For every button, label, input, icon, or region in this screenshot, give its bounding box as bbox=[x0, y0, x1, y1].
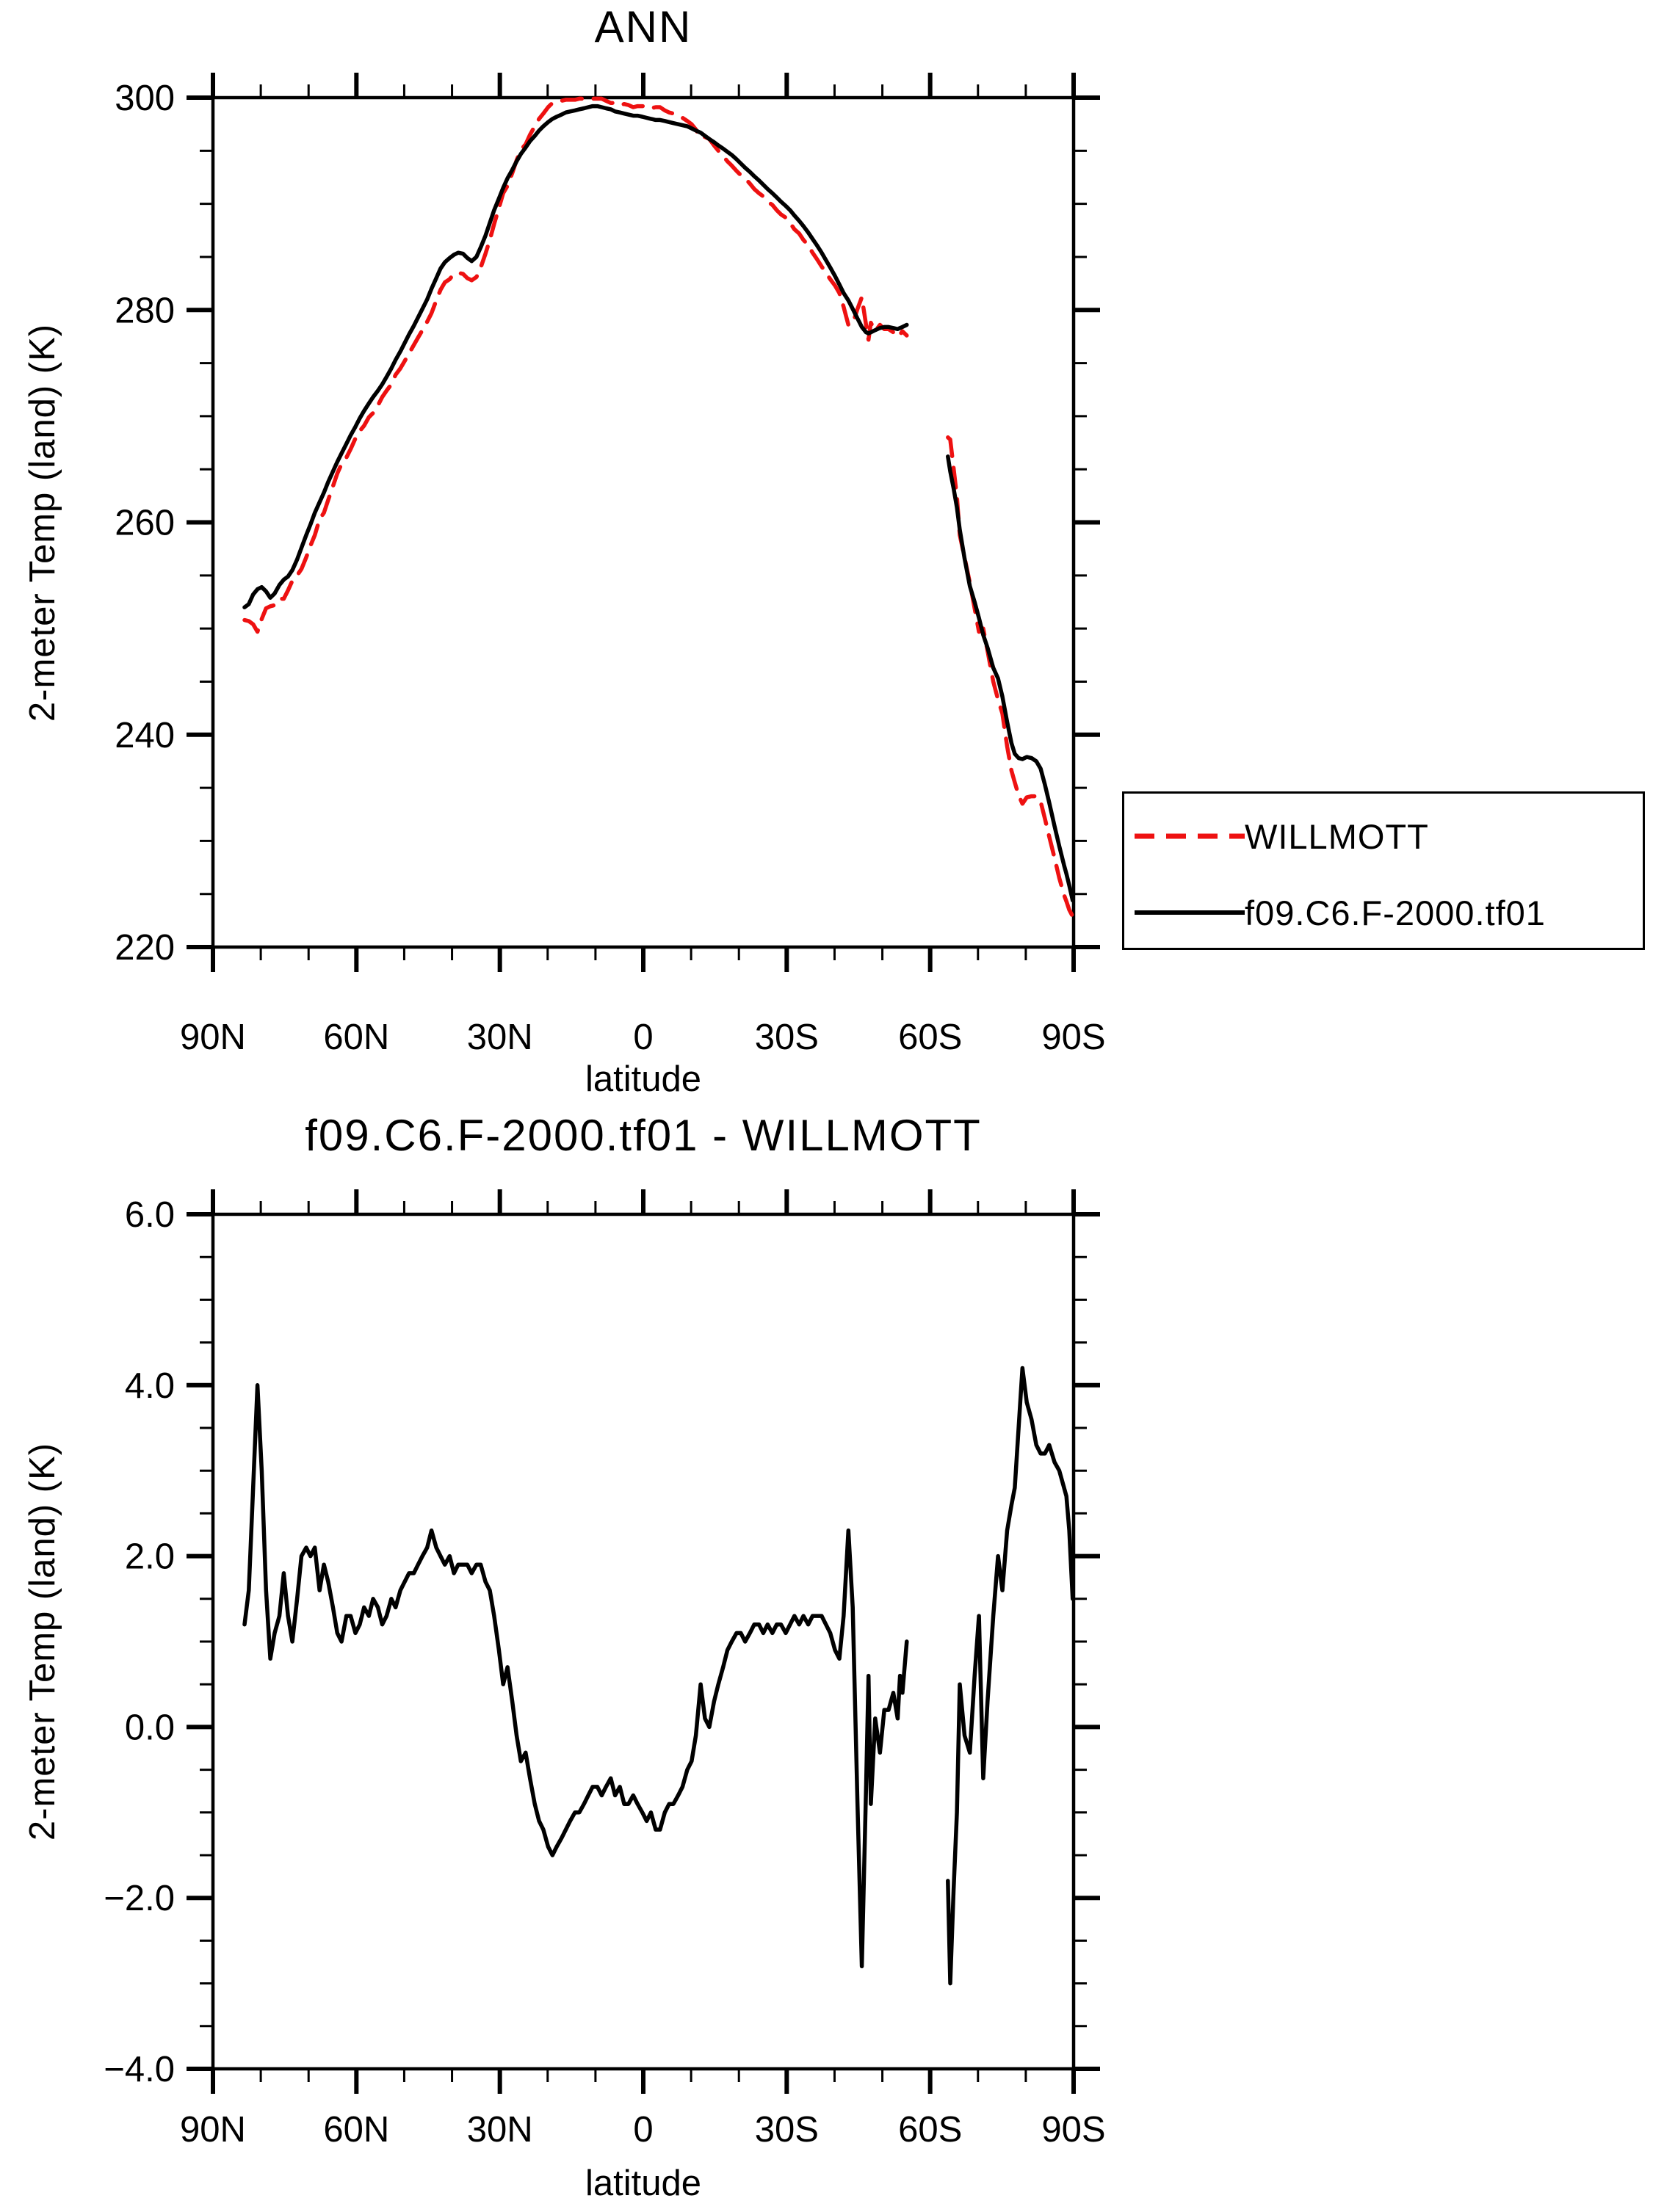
legend-label-willmott: WILLMOTT bbox=[1245, 816, 1429, 856]
x-tick-label: 0 bbox=[633, 2110, 653, 2150]
legend-row-willmott: WILLMOTT bbox=[1135, 814, 1429, 858]
curve-f09-c6-f-2000-tf01 bbox=[946, 454, 1075, 903]
curve-f09-c6-f-2000-tf01-willmott bbox=[242, 1383, 909, 1969]
y-tick-label: 0.0 bbox=[125, 1708, 175, 1747]
legend-label-model: f09.C6.F-2000.tf01 bbox=[1245, 893, 1546, 932]
legend: WILLMOTT f09.C6.F-2000.tf01 bbox=[1122, 791, 1645, 950]
y-tick-label: 4.0 bbox=[125, 1366, 175, 1406]
x-tick-label: 30N bbox=[467, 2110, 533, 2150]
top-chart-x-axis-label: latitude bbox=[585, 1059, 701, 1099]
x-tick-label: 90N bbox=[180, 1018, 246, 1057]
x-tick-label: 90S bbox=[1041, 2110, 1105, 2150]
y-tick-label: −4.0 bbox=[104, 2050, 175, 2089]
x-tick-label: 60S bbox=[898, 1018, 962, 1057]
x-tick-label: 30N bbox=[467, 1018, 533, 1057]
top-chart-title: ANN bbox=[594, 2, 692, 51]
y-tick-label: 280 bbox=[115, 291, 175, 330]
x-tick-label: 60N bbox=[323, 1018, 389, 1057]
x-tick-label: 0 bbox=[633, 1018, 653, 1057]
red-dashed-line-sample bbox=[1135, 833, 1245, 839]
x-tick-label: 90N bbox=[180, 2110, 246, 2150]
curve-willmott bbox=[242, 96, 909, 634]
y-tick-label: 2.0 bbox=[125, 1537, 175, 1577]
x-tick-label: 90S bbox=[1041, 1018, 1105, 1057]
bottom-chart-x-axis-label: latitude bbox=[585, 2164, 701, 2203]
curve-f09-c6-f-2000-tf01-willmott bbox=[946, 1366, 1075, 1986]
x-tick-label: 60S bbox=[898, 2110, 962, 2150]
x-tick-label: 60N bbox=[323, 2110, 389, 2150]
curve-willmott bbox=[946, 435, 1075, 918]
bottom-chart-y-axis-label: 2-meter Temp (land) (K) bbox=[23, 1442, 62, 1841]
y-tick-label: 220 bbox=[115, 928, 175, 968]
bottom-chart-title: f09.C6.F-2000.tf01 - WILLMOTT bbox=[305, 1111, 982, 1160]
y-tick-label: −2.0 bbox=[104, 1879, 175, 1918]
legend-row-model: f09.C6.F-2000.tf01 bbox=[1135, 891, 1546, 935]
y-tick-label: 300 bbox=[115, 79, 175, 118]
x-tick-label: 30S bbox=[755, 2110, 819, 2150]
curve-f09-c6-f-2000-tf01 bbox=[242, 104, 909, 609]
y-tick-label: 6.0 bbox=[125, 1195, 175, 1235]
y-tick-label: 260 bbox=[115, 504, 175, 543]
plot-frame bbox=[211, 95, 1076, 949]
black-solid-line-sample bbox=[1135, 910, 1245, 915]
y-tick-label: 240 bbox=[115, 716, 175, 755]
x-tick-label: 30S bbox=[755, 1018, 819, 1057]
